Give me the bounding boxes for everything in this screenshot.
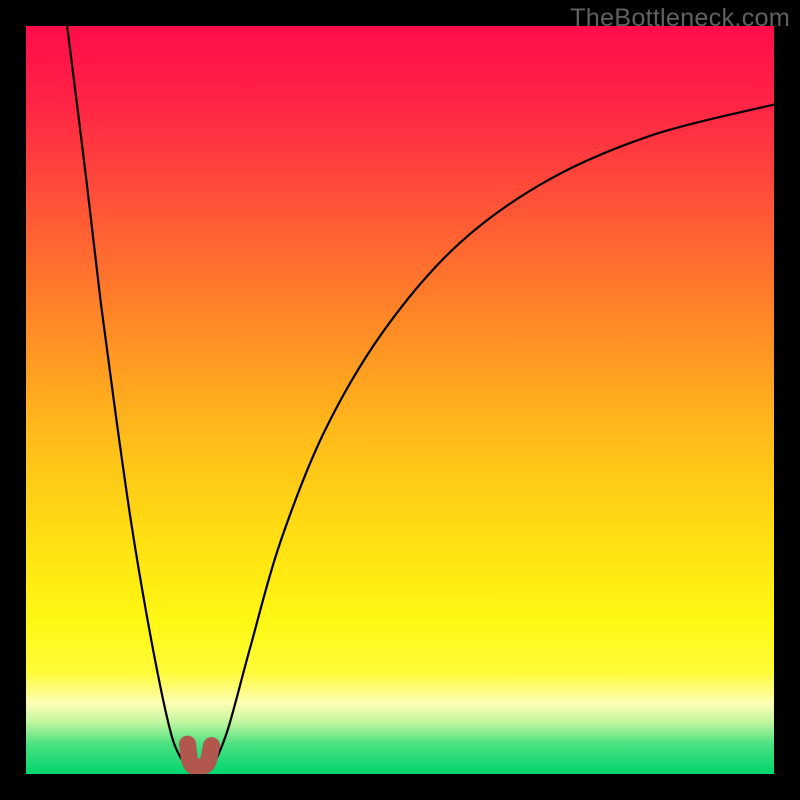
gradient-background [26,26,774,774]
bottleneck-chart-stage: TheBottleneck.com [0,0,800,800]
bottleneck-chart-svg [0,0,800,800]
